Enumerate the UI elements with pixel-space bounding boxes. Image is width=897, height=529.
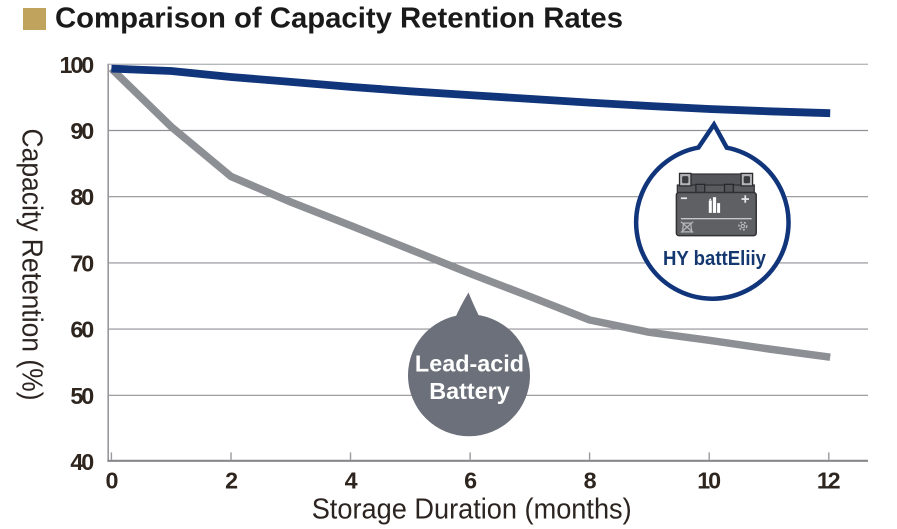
svg-text:Comparison of Capacity Retenti: Comparison of Capacity Retention Rates	[55, 2, 623, 34]
svg-text:60: 60	[70, 317, 93, 343]
svg-text:Lead-acid: Lead-acid	[415, 351, 524, 377]
svg-text:0: 0	[105, 468, 117, 494]
svg-text:100: 100	[60, 52, 94, 78]
svg-text:Capacity Retention (%): Capacity Retention (%)	[16, 129, 48, 401]
svg-text:12: 12	[817, 468, 841, 494]
svg-text:90: 90	[70, 118, 93, 144]
svg-text:HY battEliiy: HY battEliiy	[663, 248, 767, 270]
svg-text:40: 40	[70, 449, 93, 475]
svg-text:70: 70	[70, 250, 93, 276]
svg-text:50: 50	[70, 383, 93, 409]
svg-text:10: 10	[697, 468, 720, 494]
svg-text:Battery: Battery	[429, 378, 510, 404]
svg-text:Storage Duration (months): Storage Duration (months)	[312, 494, 632, 526]
svg-text:80: 80	[70, 184, 93, 210]
